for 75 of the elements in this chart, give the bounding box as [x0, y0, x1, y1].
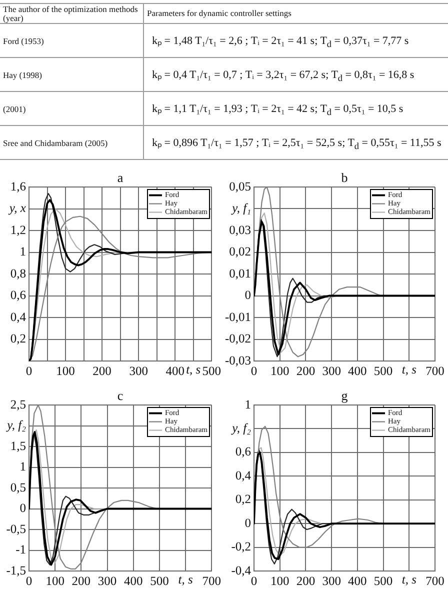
y-tick-label: 2,5 [10, 397, 26, 412]
x-axis-title: t, s [402, 362, 417, 377]
y-tick-label: -0,5 [6, 522, 26, 536]
x-tick-label: 500 [374, 364, 393, 378]
y-tick-label: -0,02 [224, 332, 251, 346]
y-axis-title: y, x [7, 201, 26, 216]
text: The author of the optimization methods (year) [0, 4, 144, 24]
y-tick-label: 0,05 [229, 179, 251, 194]
x-tick-label: 100 [46, 574, 64, 588]
x-tick-label: 300 [322, 574, 341, 588]
x-tick-label: 100 [270, 574, 290, 588]
y-tick-label: 0 [244, 516, 251, 530]
text: Hay (1998) [0, 58, 144, 92]
text: (2001) [0, 92, 144, 126]
x-tick-label: 200 [296, 574, 316, 588]
x-tick-label: 200 [72, 574, 91, 588]
y-axis-title: y, f₁ [230, 201, 251, 216]
x-tick-label: 700 [426, 364, 444, 378]
x-tick-label: 300 [98, 574, 117, 588]
text: Parameters for dynamic controller settings [144, 4, 448, 24]
y-tick-label: 1,2 [10, 222, 26, 237]
x-tick-label: 400 [348, 364, 367, 378]
x-tick-label: 300 [129, 364, 148, 378]
x-tick-label: 300 [322, 364, 341, 378]
y-tick-label: 0,2 [235, 492, 251, 506]
chart-title: g [341, 388, 348, 403]
y-axis-title: y, f₂ [230, 420, 252, 435]
y-tick-label: 1,5 [10, 438, 26, 453]
text: kₚ = 0,4 T₁/τ₁ = 0,7 ; Tᵢ = 3,2τ₁ = 67,2 s; T$_{d}$ = 0,8τ₁ = 16,8 s [144, 58, 448, 92]
x-axis-title: t, s [178, 572, 193, 587]
y-tick-label: 0,8 [10, 266, 26, 280]
y-tick-label: 0,5 [10, 480, 26, 494]
x-tick-label: 100 [56, 364, 75, 378]
x-tick-label: 400 [166, 364, 184, 378]
y-axis-title: y, f₂ [5, 418, 27, 432]
x-tick-label: 700 [202, 574, 221, 588]
y-tick-label: 0,01 [229, 266, 251, 280]
text: Sree and Chidambaram (2005) [0, 126, 144, 160]
y-tick-label: 1 [20, 460, 26, 474]
y-tick-label: 0 [20, 501, 26, 516]
x-tick-label: 200 [296, 364, 316, 378]
text: kₚ = 1,48 T₁/τ₁ = 2,6 ; Tᵢ = 2τ₁ = 41 s; T$_{d}$ = 0,37τ₁ = 7,77 s [144, 24, 448, 58]
x-tick-label: 200 [92, 364, 112, 378]
x-tick-label: 400 [124, 574, 143, 588]
x-tick-label: 700 [426, 574, 444, 588]
text: kₚ = 1,1 T₁/τ₁ = 1,93 ; Tᵢ = 2τ₁ = 42 s; T$_{d}$ = 0,5τ₁ = 10,5 s [144, 92, 448, 126]
chart-title: a [117, 170, 124, 185]
y-tick-label: 0,4 [10, 310, 27, 324]
x-tick-label: 500 [374, 574, 393, 588]
y-tick-label: 0,03 [229, 222, 251, 237]
x-axis-title: t, s [402, 572, 417, 587]
y-tick-label: 0,02 [229, 244, 251, 259]
y-tick-label: -0,03 [224, 353, 251, 368]
y-tick-label: -1 [16, 542, 26, 557]
x-tick-label: 500 [202, 364, 221, 378]
y-tick-label: -1,5 [6, 563, 26, 578]
text: kₚ = 0,896 T₁/τ₁ = 1,57 ; Tᵢ = 2,5τ₁ = 52,5 s; T$_{d}$ = 0,55τ₁ = 11,55 s [144, 126, 448, 160]
y-tick-label: 1,6 [10, 179, 26, 194]
y-tick-label: 0 [244, 288, 251, 302]
text: Ford (1953) [0, 24, 144, 58]
x-tick-label: 400 [348, 574, 367, 588]
y-tick-label: -0,4 [231, 563, 252, 578]
x-axis-title: t, s [186, 362, 201, 377]
y-tick-label: -0,01 [224, 310, 251, 324]
x-tick-label: 100 [270, 364, 290, 378]
chart-title: b [341, 170, 348, 185]
y-tick-label: 0,6 [235, 444, 251, 459]
y-tick-label: -0,2 [231, 540, 251, 554]
y-tick-label: 0,2 [10, 332, 26, 346]
x-tick-label: 500 [150, 574, 169, 588]
y-tick-label: 0,4 [235, 468, 252, 482]
y-tick-label: 1 [20, 244, 26, 259]
y-tick-label: 0,6 [10, 288, 26, 302]
y-tick-label: 1 [244, 397, 251, 412]
chart-title: c [117, 388, 124, 403]
